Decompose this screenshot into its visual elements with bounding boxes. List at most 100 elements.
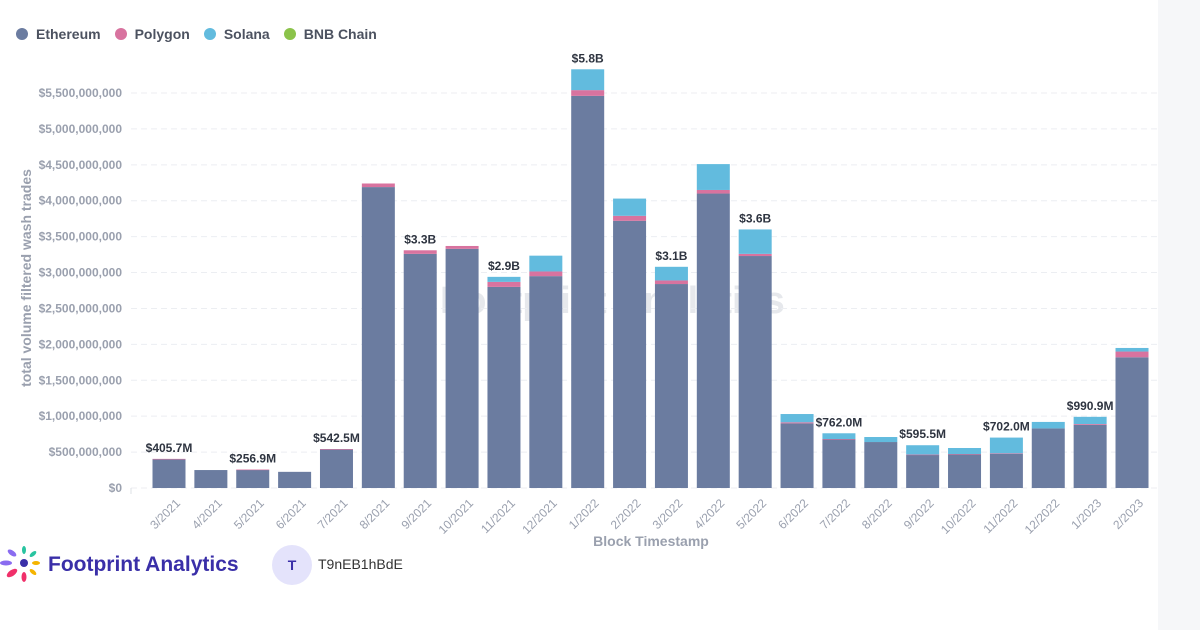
x-axis-title: Block Timestamp	[593, 533, 709, 549]
bar-segment-ethereum	[236, 469, 270, 488]
bar-segment-ethereum	[864, 442, 898, 488]
bar-segment-ethereum	[822, 439, 856, 488]
bar-segment-solana	[1031, 421, 1065, 429]
x-tick-label: 7/2022	[817, 496, 853, 532]
bar-segment-ethereum	[278, 471, 312, 488]
x-tick-label: 5/2021	[231, 496, 267, 532]
x-tick-label: 11/2022	[981, 496, 1021, 536]
data-label: $762.0M	[816, 415, 863, 429]
bar-segment-polygon	[738, 253, 772, 257]
bar-segment-ethereum	[1031, 428, 1065, 488]
y-tick-label: $0	[109, 481, 123, 495]
bar-segment-solana	[864, 437, 898, 443]
legend-label: Solana	[223, 26, 270, 42]
legend: Ethereum Polygon Solana BNB Chain	[16, 26, 377, 42]
x-tick-label: 8/2021	[357, 496, 393, 532]
bar-segment-ethereum	[654, 284, 688, 488]
bar-segment-solana	[989, 437, 1023, 454]
data-label: $3.3B	[404, 232, 436, 246]
y-tick-label: $2,000,000,000	[39, 337, 123, 351]
x-tick-label: 6/2021	[273, 496, 309, 532]
bar-segment-polygon	[948, 454, 982, 455]
x-tick-label: 9/2021	[398, 496, 434, 532]
bar-segment-ethereum	[1073, 424, 1107, 488]
legend-label: Ethereum	[36, 26, 101, 42]
x-tick-label: 1/2022	[566, 496, 602, 532]
bar-segment-ethereum	[948, 454, 982, 488]
data-label: $702.0M	[983, 420, 1030, 434]
bar-segment-ethereum	[738, 256, 772, 488]
bar-segment-solana	[696, 164, 730, 190]
legend-dot	[283, 28, 296, 40]
bar-segment-polygon	[403, 250, 437, 254]
data-label: $990.9M	[1067, 399, 1114, 413]
x-tick-label: 5/2022	[733, 496, 769, 532]
bar-segment-polygon	[571, 90, 605, 96]
bar-segment-polygon	[654, 280, 688, 285]
legend-dot	[16, 28, 28, 40]
bar-segment-ethereum	[319, 449, 353, 488]
data-label: $5.8B	[572, 51, 604, 65]
y-tick-label: $5,000,000,000	[39, 122, 123, 136]
bar-segment-ethereum	[487, 286, 521, 488]
x-tick-label: 1/2023	[1068, 496, 1104, 532]
bar-segment-ethereum	[696, 193, 730, 488]
y-tick-label: $3,000,000,000	[39, 266, 123, 280]
bar-segment-ethereum	[403, 253, 437, 488]
x-tick-label: 10/2021	[436, 496, 477, 537]
x-tick-label: 3/2021	[147, 496, 183, 532]
footprint-logo[interactable]: Footprint Analytics	[0, 545, 239, 585]
bar-segment-polygon	[989, 453, 1023, 454]
bar-segment-solana	[1115, 347, 1149, 352]
bar-segment-ethereum	[194, 470, 228, 488]
x-tick-label: 11/2021	[478, 496, 518, 536]
bar-segment-polygon	[361, 183, 395, 188]
avatar[interactable]: T	[272, 545, 312, 585]
legend-item-ethereum[interactable]: Ethereum	[16, 26, 101, 42]
bar-segment-solana	[780, 414, 814, 423]
legend-item-polygon[interactable]: Polygon	[114, 26, 190, 42]
bar-segment-ethereum	[1115, 357, 1149, 488]
x-tick-label: 9/2022	[901, 496, 937, 532]
bar-segment-ethereum	[989, 453, 1023, 488]
bar-segment-solana	[529, 255, 563, 272]
data-label: $405.7M	[146, 441, 193, 455]
legend-item-bnb-chain[interactable]: BNB Chain	[283, 26, 377, 42]
bar-segment-polygon	[529, 271, 563, 277]
x-tick-label: 6/2022	[775, 496, 811, 532]
bar-segment-solana	[571, 69, 605, 91]
x-tick-label: 4/2021	[189, 496, 225, 532]
bar-segment-polygon	[696, 189, 730, 194]
x-tick-label: 12/2022	[1022, 496, 1063, 537]
footprint-logo-icon	[0, 546, 40, 582]
legend-dot	[114, 28, 127, 40]
data-label: $2.9B	[488, 259, 520, 273]
x-tick-label: 8/2022	[859, 496, 895, 532]
bar-segment-polygon	[1115, 351, 1149, 358]
bar-segment-solana	[487, 276, 521, 282]
username[interactable]: T9nEB1hBdE	[318, 556, 403, 572]
bar-segment-solana	[613, 198, 647, 216]
bar-segment-solana	[1073, 416, 1107, 425]
bar-segment-ethereum	[152, 459, 186, 488]
y-tick-label: $3,500,000,000	[39, 230, 123, 244]
bar-segment-polygon	[236, 469, 270, 471]
bar-segment-polygon	[1073, 424, 1107, 425]
bar-segment-polygon	[487, 281, 521, 287]
bar-segment-polygon	[780, 422, 814, 424]
bar-segment-solana	[654, 266, 688, 281]
legend-item-solana[interactable]: Solana	[203, 26, 270, 42]
x-tick-label: 7/2021	[315, 496, 351, 532]
bar-segment-solana	[738, 229, 772, 254]
bar-segment-polygon	[445, 245, 479, 249]
legend-label: BNB Chain	[303, 26, 377, 42]
y-tick-label: $4,000,000,000	[39, 194, 123, 208]
data-label: $542.5M	[313, 431, 360, 445]
bar-segment-ethereum	[361, 187, 395, 488]
bar-segment-ethereum	[780, 423, 814, 488]
bar-segment-ethereum	[445, 248, 479, 488]
x-tick-label: 4/2022	[692, 496, 728, 532]
y-tick-label: $1,500,000,000	[39, 373, 123, 387]
bar-segment-ethereum	[613, 220, 647, 488]
